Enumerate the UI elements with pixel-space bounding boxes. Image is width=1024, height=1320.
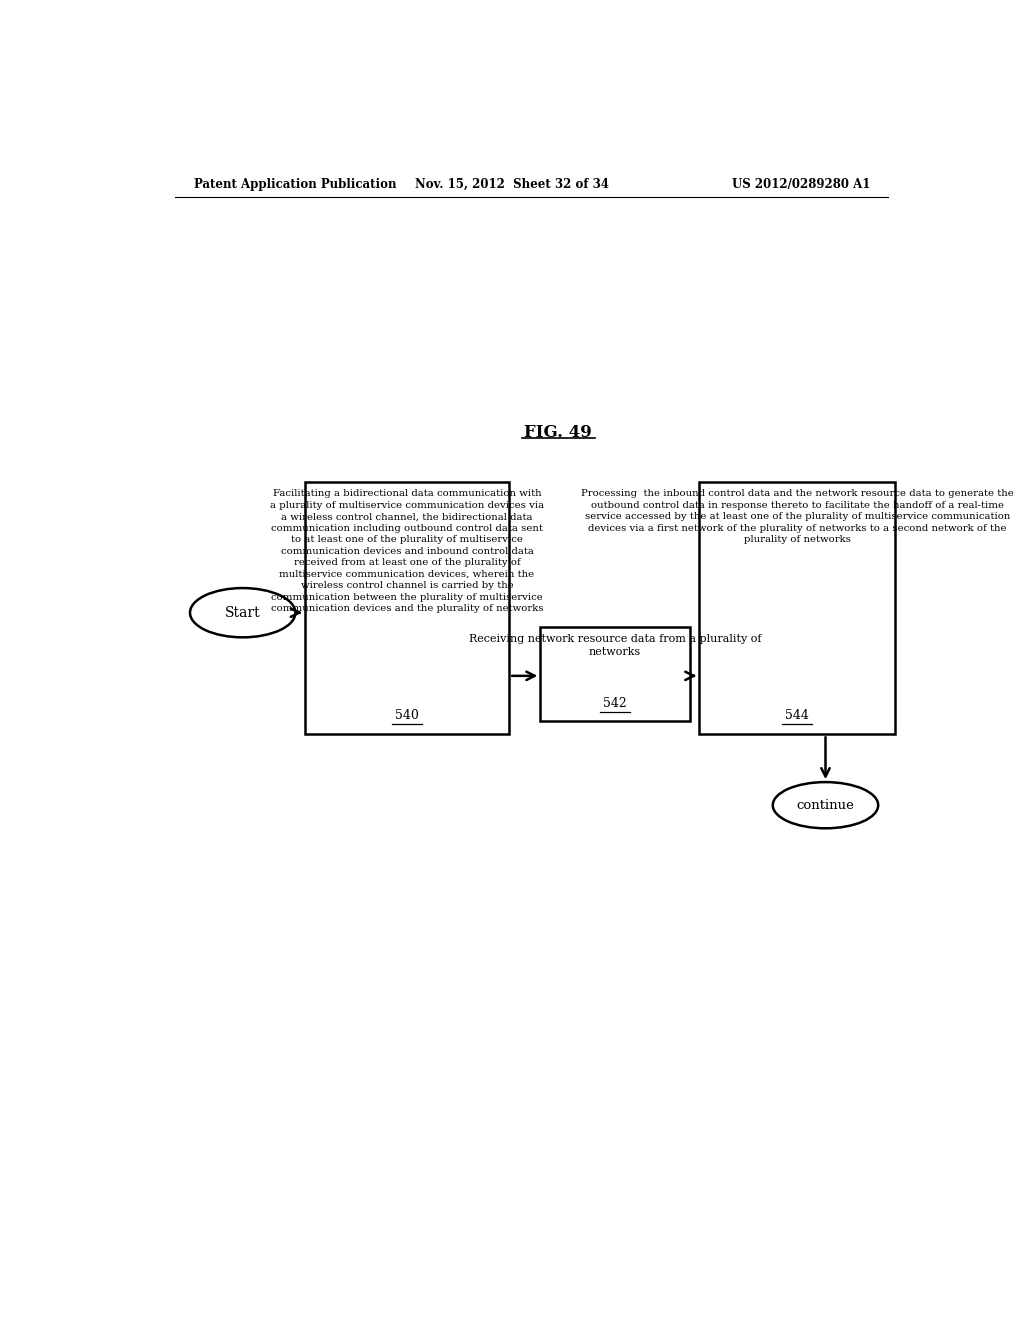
Text: Processing  the inbound control data and the network resource data to generate t: Processing the inbound control data and … <box>581 490 1014 544</box>
Bar <box>541 627 690 721</box>
Text: Patent Application Publication: Patent Application Publication <box>194 178 396 190</box>
Ellipse shape <box>773 781 879 829</box>
Bar <box>699 482 895 734</box>
Text: FIG. 49: FIG. 49 <box>524 424 592 441</box>
Ellipse shape <box>190 589 295 638</box>
Text: 544: 544 <box>785 709 809 722</box>
Text: 542: 542 <box>603 697 627 710</box>
Text: Receiving network resource data from a plurality of
networks: Receiving network resource data from a p… <box>469 635 761 657</box>
Text: 540: 540 <box>395 709 419 722</box>
Text: US 2012/0289280 A1: US 2012/0289280 A1 <box>732 178 870 190</box>
Bar <box>305 482 509 734</box>
Text: Facilitating a bidirectional data communication with
a plurality of multiservice: Facilitating a bidirectional data commun… <box>270 490 544 612</box>
Text: Start: Start <box>225 606 260 619</box>
Text: Nov. 15, 2012  Sheet 32 of 34: Nov. 15, 2012 Sheet 32 of 34 <box>415 178 608 190</box>
Text: continue: continue <box>797 799 854 812</box>
